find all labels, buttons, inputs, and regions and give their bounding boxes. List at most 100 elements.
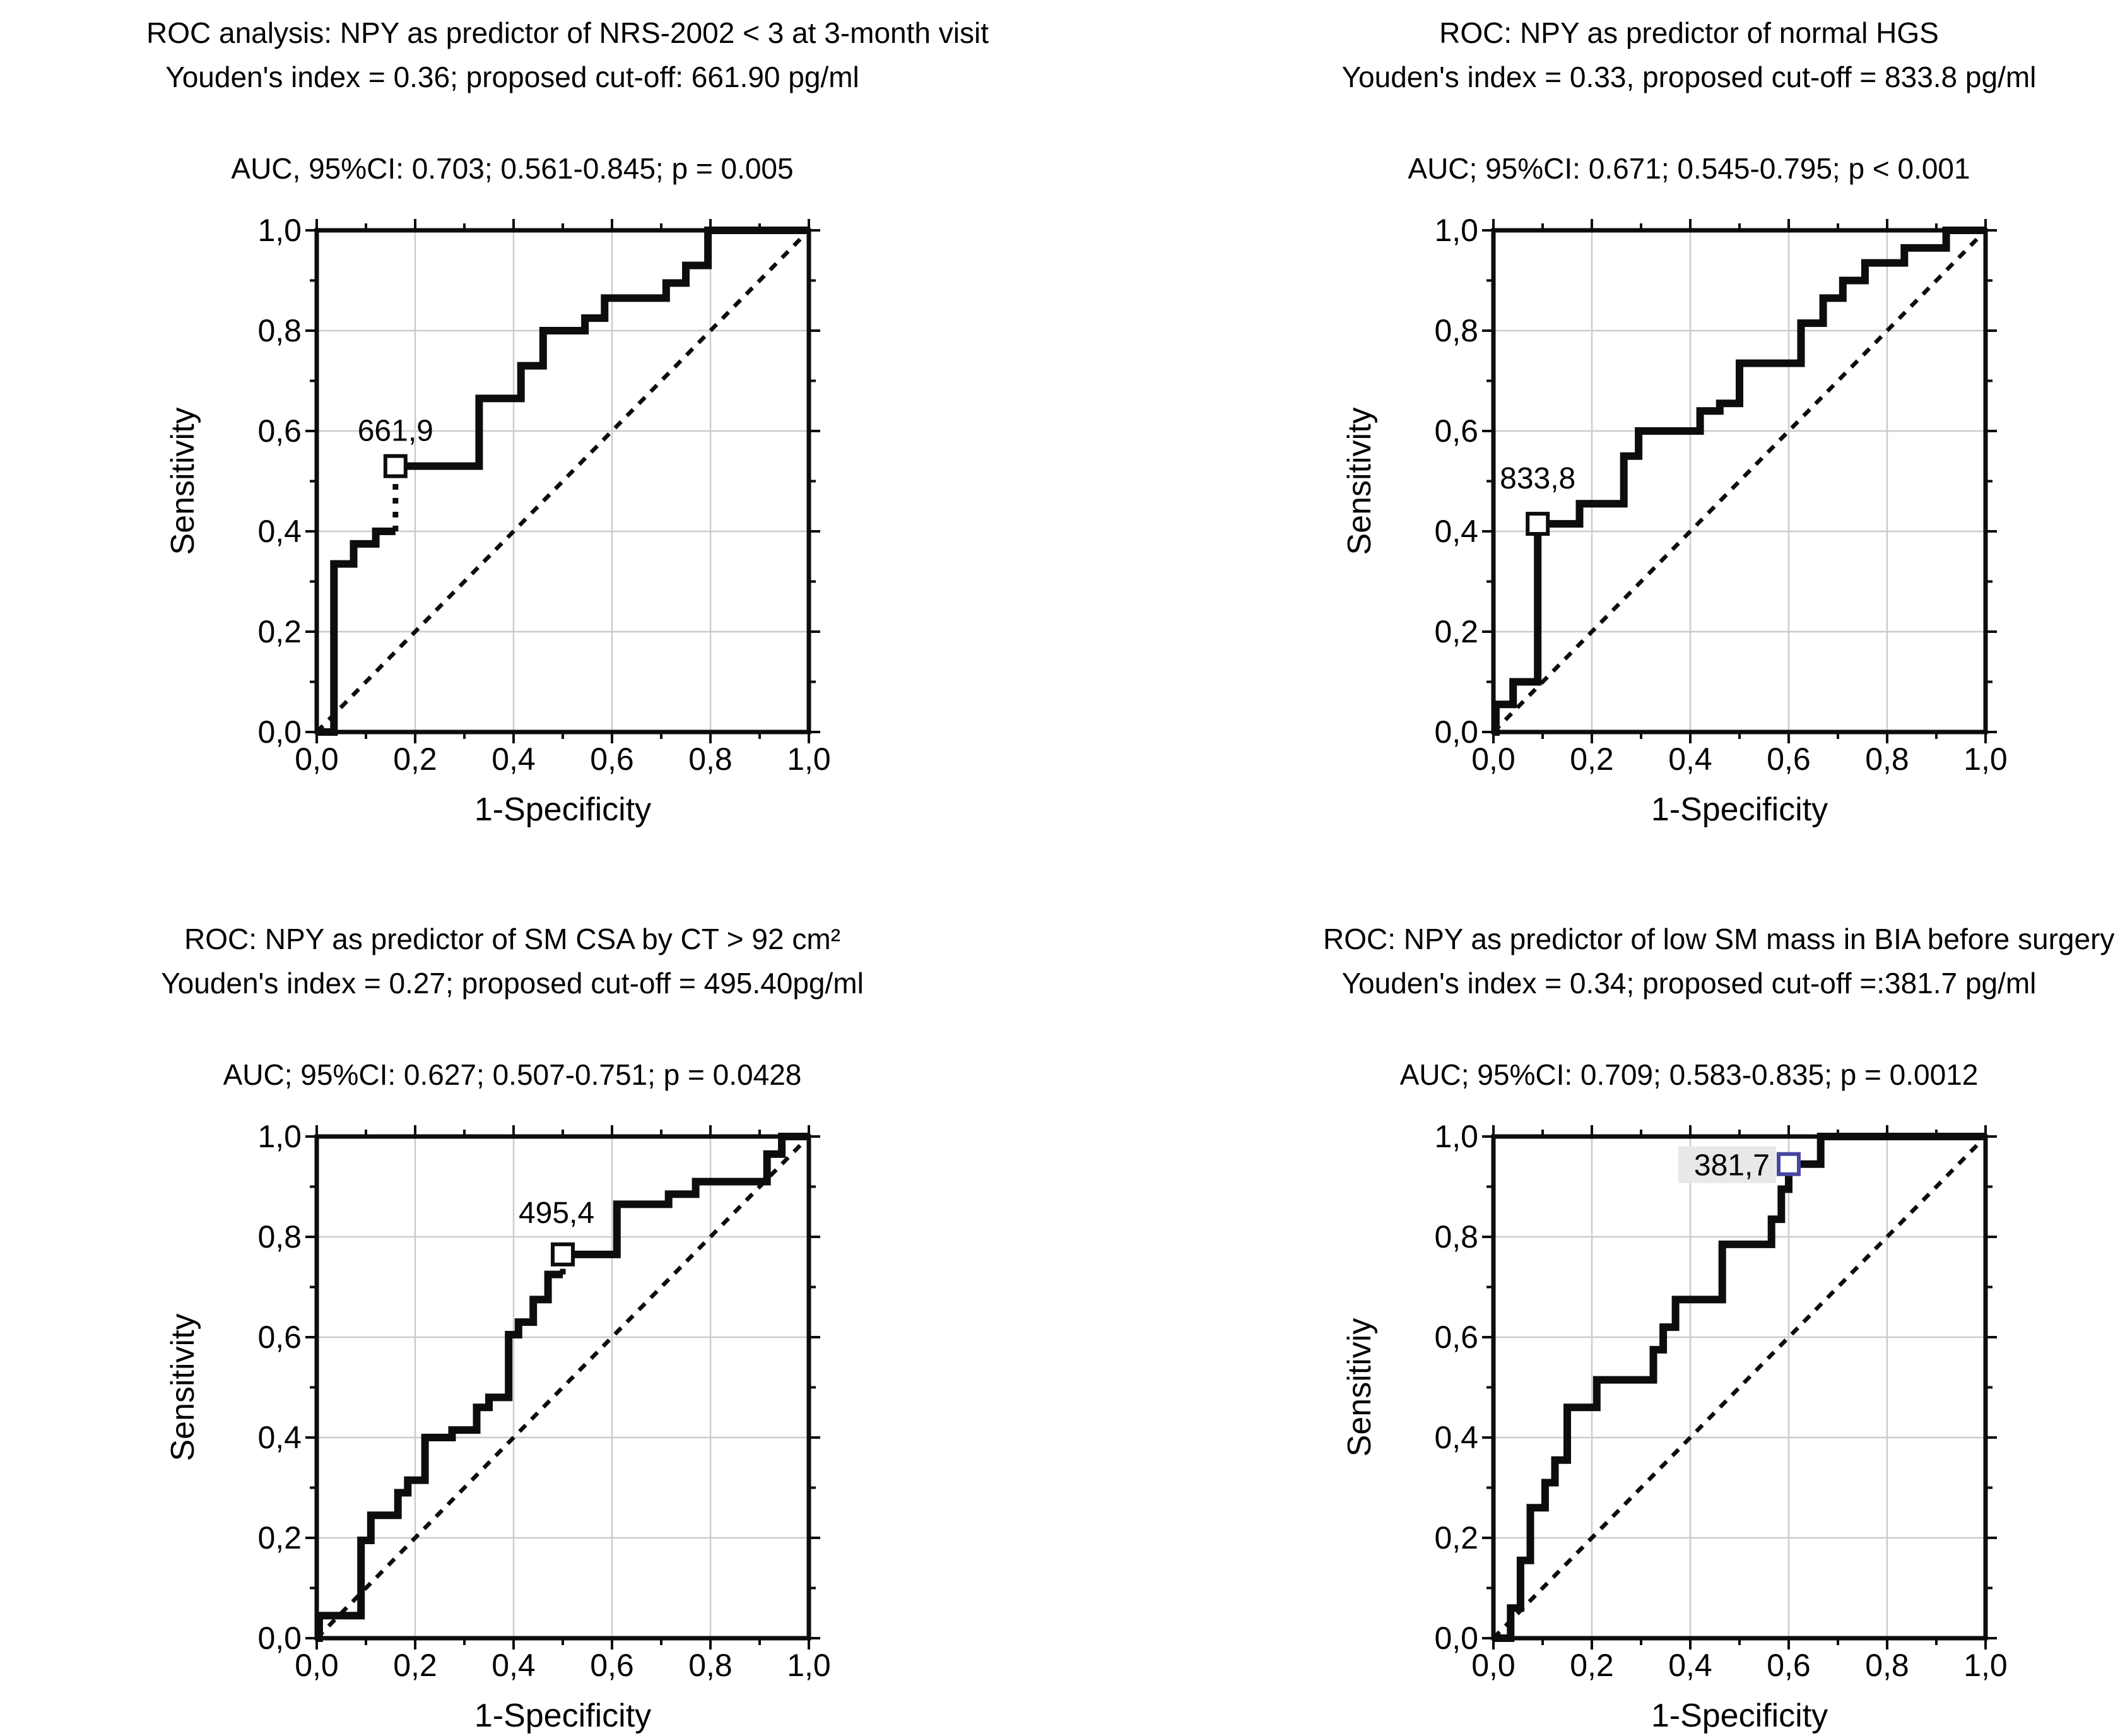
cutoff-label: 381,7 — [1694, 1149, 1770, 1183]
cutoff-marker — [383, 454, 408, 478]
svg-text:0,6: 0,6 — [1767, 1648, 1811, 1683]
svg-text:0,2: 0,2 — [257, 1520, 302, 1556]
chart-title: ROC: NPY as predictor of low SM mass in … — [1323, 923, 2115, 955]
panel-content: ROC analysis: NPY as predictor of NRS-20… — [146, 16, 989, 830]
plot-grid — [317, 1137, 809, 1638]
svg-text:0,6: 0,6 — [1434, 1320, 1478, 1355]
cutoff-annotation: 381,7 — [1678, 1146, 1801, 1183]
cutoff-marker — [551, 1242, 575, 1267]
chart-auc-line: AUC; 95%CI: 0.709; 0.583-0.835; p = 0.00… — [1399, 1058, 1979, 1091]
svg-text:0,6: 0,6 — [1767, 741, 1811, 777]
svg-text:0,6: 0,6 — [590, 741, 634, 777]
svg-text:1,0: 1,0 — [1434, 218, 1478, 248]
cutoff-label: 495,4 — [519, 1196, 594, 1230]
y-tick-labels: 0,0 0,2 0,4 0,6 0,8 1,0 — [257, 218, 302, 750]
x-axis-label: 1-Specificity — [1651, 1698, 1828, 1734]
x-tick-labels: 0,0 0,2 0,4 0,6 0,8 1,0 — [1471, 1648, 2008, 1683]
svg-text:0,2: 0,2 — [393, 1648, 437, 1683]
svg-text:0,0: 0,0 — [295, 741, 339, 777]
svg-text:0,8: 0,8 — [688, 1648, 733, 1683]
svg-text:0,4: 0,4 — [1434, 1420, 1478, 1455]
roc-plot-svg: 0,0 0,2 0,4 0,6 0,8 1,0 0,0 0,2 0,4 0,6 0,8 1,0 38… — [1341, 1124, 2008, 1734]
svg-text:0,0: 0,0 — [257, 1621, 302, 1656]
roc-plot: 0,0 0,2 0,4 0,6 0,8 1,0 0,0 0,2 0,4 0,6 0,8 1,0 49… — [146, 1124, 878, 1736]
svg-text:0,4: 0,4 — [492, 741, 536, 777]
svg-text:1,0: 1,0 — [1434, 1124, 1478, 1154]
svg-text:0,4: 0,4 — [1668, 741, 1712, 777]
chart-subtitle: Youden's index = 0.36; proposed cut-off:… — [165, 61, 859, 93]
svg-text:0,4: 0,4 — [1434, 514, 1478, 549]
svg-text:1,0: 1,0 — [257, 218, 302, 248]
reference-diagonal — [1492, 228, 1987, 734]
svg-text:0,8: 0,8 — [257, 1219, 302, 1255]
svg-text:0,2: 0,2 — [1434, 1520, 1478, 1556]
svg-text:0,0: 0,0 — [257, 714, 302, 750]
axis-ticks — [1482, 219, 1997, 743]
y-axis-label: Sensitivity — [1341, 407, 1378, 555]
svg-text:1,0: 1,0 — [1963, 741, 2008, 777]
panel-roc-nrs2002: ROC analysis: NPY as predictor of NRS-20… — [0, 0, 1062, 864]
x-tick-labels: 0,0 0,2 0,4 0,6 0,8 1,0 — [295, 741, 831, 777]
svg-text:0,0: 0,0 — [1471, 1648, 1516, 1683]
panel-content: ROC: NPY as predictor of SM CSA by CT > … — [146, 922, 878, 1736]
cutoff-marker — [1777, 1152, 1801, 1176]
x-tick-labels: 0,0 0,2 0,4 0,6 0,8 1,0 — [1471, 741, 2008, 777]
reference-diagonal — [315, 228, 811, 734]
cutoff-label-bg — [1678, 1146, 1776, 1183]
cutoff-marker — [1526, 512, 1550, 536]
svg-text:0,0: 0,0 — [295, 1648, 339, 1683]
svg-text:0,2: 0,2 — [1434, 614, 1478, 649]
svg-text:0,2: 0,2 — [1570, 1648, 1614, 1683]
svg-text:0,0: 0,0 — [1471, 741, 1516, 777]
reference-diagonal — [1492, 1135, 1987, 1640]
chart-title: ROC: NPY as predictor of SM CSA by CT > … — [184, 923, 841, 955]
y-tick-labels: 0,0 0,2 0,4 0,6 0,8 1,0 — [1434, 218, 1478, 750]
svg-text:1,0: 1,0 — [257, 1124, 302, 1154]
axis-ticks — [305, 1125, 820, 1650]
chart-subtitle: Youden's index = 0.27; proposed cut-off … — [161, 967, 864, 1000]
plot-grid — [1493, 230, 1986, 732]
reference-diagonal — [315, 1135, 811, 1640]
svg-text:0,8: 0,8 — [1434, 313, 1478, 348]
panel-roc-bia: ROC: NPY as predictor of low SM mass in … — [1062, 864, 2125, 1734]
svg-text:0,0: 0,0 — [1434, 1621, 1478, 1656]
panel-roc-smcsa: ROC: NPY as predictor of SM CSA by CT > … — [0, 864, 1062, 1734]
plot-grid — [317, 230, 809, 732]
svg-text:0,2: 0,2 — [257, 614, 302, 649]
y-axis-label: Sensitiviy — [1341, 1318, 1378, 1457]
y-tick-labels: 0,0 0,2 0,4 0,6 0,8 1,0 — [257, 1124, 302, 1656]
svg-text:0,8: 0,8 — [1434, 1219, 1478, 1255]
y-axis-label: Sensitivity — [165, 1313, 201, 1461]
svg-text:0,8: 0,8 — [257, 313, 302, 348]
panel-roc-hgs: ROC: NPY as predictor of normal HGS Youd… — [1062, 0, 2125, 864]
x-axis-label: 1-Specificity — [474, 791, 651, 828]
cutoff-label: 661,9 — [358, 415, 433, 448]
chart-subtitle: Youden's index = 0.34; proposed cut-off … — [1341, 967, 2037, 1000]
svg-text:0,6: 0,6 — [590, 1648, 634, 1683]
roc-curve — [1492, 227, 1986, 736]
panel-content: ROC: NPY as predictor of low SM mass in … — [1323, 922, 2115, 1736]
roc-plot-svg: 0,0 0,2 0,4 0,6 0,8 1,0 0,0 0,2 0,4 0,6 0,8 1,0 49… — [165, 1124, 831, 1734]
roc-plot-svg: 0,0 0,2 0,4 0,6 0,8 1,0 0,0 0,2 0,4 0,6 0,8 1,0 66… — [165, 218, 831, 828]
cutoff-annotation: 833,8 — [1500, 462, 1575, 536]
roc-plot: 0,0 0,2 0,4 0,6 0,8 1,0 0,0 0,2 0,4 0,6 0,8 1,0 66… — [146, 218, 878, 830]
svg-text:0,8: 0,8 — [688, 741, 733, 777]
svg-text:1,0: 1,0 — [787, 741, 831, 777]
chart-title: ROC: NPY as predictor of normal HGS — [1439, 16, 1939, 49]
roc-curve — [1493, 1133, 1986, 1642]
roc-plot-svg: 0,0 0,2 0,4 0,6 0,8 1,0 0,0 0,2 0,4 0,6 0,8 1,0 83… — [1341, 218, 2008, 828]
svg-text:0,6: 0,6 — [257, 1320, 302, 1355]
svg-text:0,4: 0,4 — [257, 1420, 302, 1455]
svg-text:1,0: 1,0 — [787, 1648, 831, 1683]
x-axis-label: 1-Specificity — [474, 1698, 651, 1734]
svg-text:0,8: 0,8 — [1865, 741, 1909, 777]
x-axis-label: 1-Specificity — [1651, 791, 1828, 828]
svg-text:0,2: 0,2 — [393, 741, 437, 777]
cutoff-label: 833,8 — [1500, 462, 1575, 495]
svg-text:1,0: 1,0 — [1963, 1648, 2008, 1683]
svg-text:0,0: 0,0 — [1434, 714, 1478, 750]
chart-title: ROC analysis: NPY as predictor of NRS-20… — [146, 16, 989, 49]
svg-text:0,6: 0,6 — [1434, 413, 1478, 449]
y-axis-label: Sensitivity — [165, 407, 201, 555]
